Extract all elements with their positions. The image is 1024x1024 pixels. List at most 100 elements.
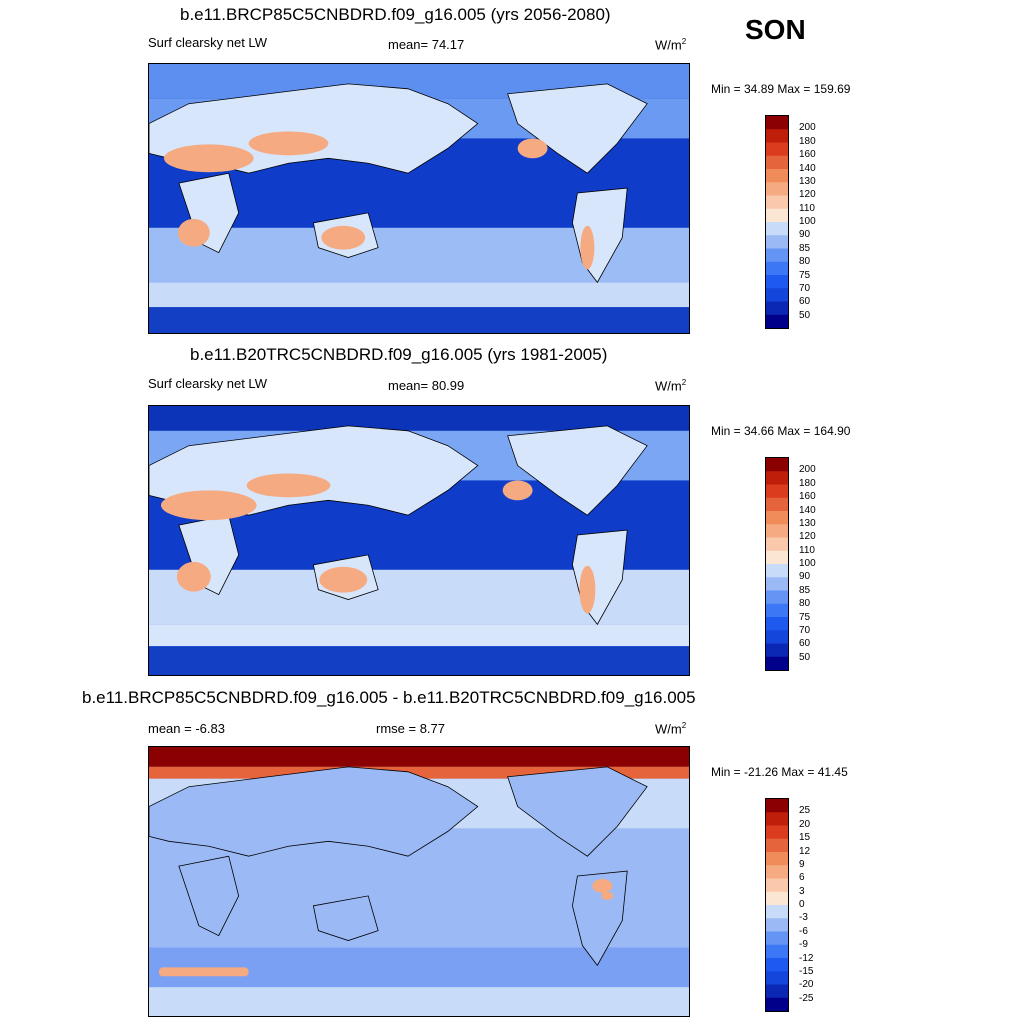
panel3-colorbar — [765, 798, 789, 1012]
colorbar-swatch — [766, 116, 788, 130]
panel3-title: b.e11.BRCP85C5CNBDRD.f09_g16.005 - b.e11… — [82, 688, 696, 707]
panel2-colorbar — [765, 457, 789, 671]
colorbar-swatch — [766, 838, 788, 853]
colorbar-tick-label: 110 — [799, 202, 815, 214]
colorbar-tick-label: 85 — [799, 242, 811, 254]
colorbar-tick-label: 6 — [799, 872, 805, 884]
panel1-southocean-band — [149, 282, 689, 308]
colorbar-swatch — [766, 129, 788, 143]
colorbar-swatch — [766, 248, 788, 263]
panel3-arctic-edge — [149, 766, 689, 779]
colorbar-swatch — [766, 314, 788, 328]
panel1-north-america — [507, 83, 648, 174]
panel2-units: W/m2 — [655, 378, 687, 394]
colorbar-tick-label: 120 — [799, 531, 816, 543]
panel2-map-svg — [149, 406, 689, 675]
panel2-variable-label: Surf clearsky net LW — [148, 376, 267, 391]
colorbar-tick-label: 110 — [799, 544, 815, 556]
panel2-minmax: Min = 34.66 Max = 164.90 — [711, 424, 851, 438]
panel2-mean-label: mean= 80.99 — [388, 378, 465, 393]
panel2-warm-regions — [160, 473, 596, 614]
colorbar-tick-label: 80 — [799, 256, 811, 268]
colorbar-tick-label: 85 — [799, 584, 811, 596]
colorbar-tick-label: 60 — [799, 296, 811, 308]
colorbar-swatch — [766, 155, 788, 170]
panel3-minmax: Min = -21.26 Max = 41.45 — [711, 765, 848, 779]
colorbar-swatch — [766, 261, 788, 276]
panel3-map — [148, 746, 690, 1017]
colorbar-tick-label: -20 — [799, 979, 814, 991]
panel1-map-svg — [149, 64, 689, 333]
colorbar-swatch — [766, 195, 788, 210]
colorbar-tick-label: 200 — [799, 464, 816, 476]
colorbar-swatch — [766, 511, 788, 525]
colorbar-swatch — [766, 458, 788, 472]
panel1-title: b.e11.BRCP85C5CNBDRD.f09_g16.005 (yrs 20… — [180, 5, 611, 24]
colorbar-tick-label: -15 — [799, 965, 814, 977]
colorbar-tick-label: -12 — [799, 952, 814, 964]
colorbar-tick-label: 25 — [799, 805, 811, 817]
panel3-brazil-warm — [601, 891, 614, 900]
colorbar-swatch — [766, 169, 788, 183]
colorbar-swatch — [766, 301, 788, 316]
panel3-colorbar-svg — [766, 799, 788, 1011]
colorbar-swatch — [766, 958, 788, 972]
colorbar-swatch — [766, 971, 788, 985]
colorbar-tick-label: -6 — [799, 925, 808, 937]
panel3-north-america — [507, 766, 648, 857]
panel3-units: W/m2 — [655, 721, 687, 737]
colorbar-tick-label: 50 — [799, 309, 811, 321]
colorbar-swatch — [766, 799, 788, 813]
panel3-warm-regions — [592, 879, 614, 900]
colorbar-tick-label: 12 — [799, 845, 811, 857]
panel1-units: W/m2 — [655, 37, 687, 53]
colorbar-tick-label: 90 — [799, 229, 811, 241]
panel2-sahara — [160, 490, 257, 521]
colorbar-swatch — [766, 931, 788, 946]
panel3-south-band — [149, 947, 689, 988]
panel1-australia-warm — [321, 225, 366, 250]
panel2-north-america — [507, 425, 648, 516]
panel2-andes-warm — [579, 565, 596, 614]
colorbar-tick-label: -9 — [799, 939, 808, 951]
season-label: SON — [745, 14, 806, 45]
colorbar-swatch — [766, 484, 788, 499]
colorbar-swatch — [766, 142, 788, 157]
colorbar-swatch — [766, 630, 788, 644]
colorbar-tick-label: 180 — [799, 135, 816, 147]
colorbar-tick-label: 120 — [799, 189, 816, 201]
panel3-amazon-warm — [592, 879, 613, 893]
colorbar-swatch — [766, 905, 788, 919]
colorbar-tick-label: 9 — [799, 858, 805, 870]
panel3-africa — [178, 855, 240, 937]
panel2-map — [148, 405, 690, 676]
panel3-australia — [312, 895, 379, 941]
colorbar-swatch — [766, 617, 788, 631]
panel2-kalahari — [176, 561, 211, 592]
colorbar-tick-label: 200 — [799, 122, 816, 134]
panel1-variable-label: Surf clearsky net LW — [148, 35, 267, 50]
panel1-mean-label: mean= 74.17 — [388, 37, 465, 52]
colorbar-swatch — [766, 825, 788, 840]
colorbar-swatch — [766, 590, 788, 605]
colorbar-tick-label: 130 — [799, 517, 816, 529]
panel3-eurasia — [149, 766, 479, 857]
panel2-australia-warm — [319, 566, 368, 593]
colorbar-swatch — [766, 182, 788, 196]
colorbar-swatch — [766, 891, 788, 906]
colorbar-tick-label: 80 — [799, 598, 811, 610]
colorbar-tick-label: 3 — [799, 885, 805, 897]
panel1-map — [148, 63, 690, 334]
panel1-asia-warm — [248, 131, 329, 156]
colorbar-tick-label: -25 — [799, 992, 814, 1004]
colorbar-swatch — [766, 222, 788, 236]
panel1-africa — [178, 172, 240, 254]
colorbar-tick-label: 50 — [799, 651, 811, 663]
colorbar-tick-label: 0 — [799, 899, 805, 910]
colorbar-swatch — [766, 235, 788, 249]
colorbar-tick-label: 90 — [799, 571, 811, 583]
colorbar-swatch — [766, 918, 788, 932]
panel3-antarctic-band — [149, 987, 689, 1016]
colorbar-swatch — [766, 852, 788, 866]
colorbar-tick-label: 140 — [799, 504, 816, 516]
